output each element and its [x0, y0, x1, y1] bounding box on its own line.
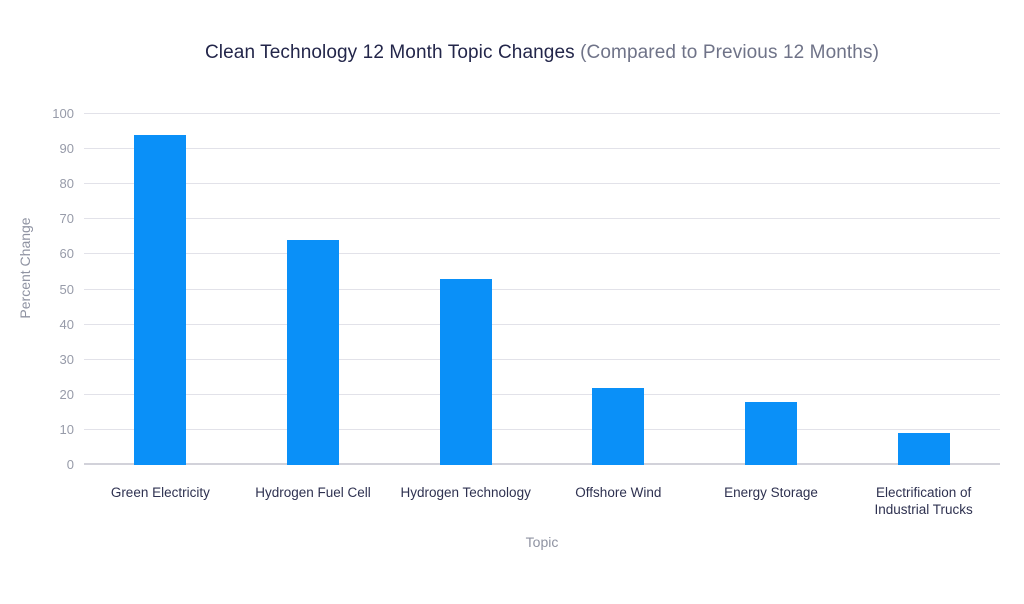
bar[interactable]: [897, 433, 950, 465]
x-category-label: Hydrogen Fuel Cell: [255, 485, 371, 500]
bar[interactable]: [439, 278, 492, 465]
gridline: [84, 358, 1000, 360]
chart-title-main: Clean Technology 12 Month Topic Changes: [204, 42, 575, 63]
gridline: [84, 148, 1000, 150]
chart-title-subtitle: (Compared to Previous 12 Months): [580, 42, 879, 63]
y-tick-label: 40: [59, 316, 74, 332]
gridline: [84, 218, 1000, 220]
y-tick-label: 20: [59, 386, 74, 402]
x-category-label: Hydrogen Technology: [400, 485, 531, 500]
gridline: [84, 253, 1000, 255]
gridline: [84, 183, 1000, 185]
y-tick-label: 30: [59, 351, 74, 367]
chart-title-subtitle-text: (Compared to Previous 12 Months): [580, 42, 879, 63]
x-axis-title: Topic: [525, 534, 559, 550]
x-category-label: Offshore Wind: [575, 485, 662, 500]
bar[interactable]: [134, 135, 187, 465]
chart-title: Clean Technology 12 Month Topic Changes …: [84, 42, 1000, 64]
x-category-label: Electrification of Industrial Trucks: [874, 485, 973, 517]
gridline: [84, 288, 1000, 290]
y-tick-label: 100: [52, 106, 74, 121]
y-tick-label: 0: [66, 457, 74, 472]
y-tick-label: 80: [59, 176, 74, 192]
gridline: [84, 113, 1000, 114]
x-category-label: Green Electricity: [110, 485, 210, 500]
plot-area: [84, 113, 1000, 465]
y-tick-label: 60: [59, 246, 74, 262]
y-tick-label: 70: [59, 211, 74, 227]
gridline: [84, 323, 1000, 325]
bar[interactable]: [287, 240, 339, 465]
y-tick-label: 50: [59, 281, 74, 297]
gridline: [84, 428, 1000, 430]
bar[interactable]: [592, 387, 645, 465]
y-tick-label: 10: [59, 421, 74, 437]
bar[interactable]: [745, 401, 797, 465]
y-tick-label: 90: [59, 141, 74, 157]
y-axis-title: Percent Change: [17, 217, 33, 319]
gridline: [84, 393, 1000, 395]
x-axis-baseline: [84, 463, 1000, 465]
x-category-label: Energy Storage: [724, 485, 818, 500]
